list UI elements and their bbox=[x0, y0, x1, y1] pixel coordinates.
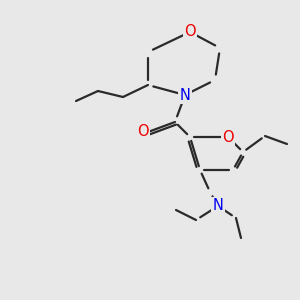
Text: O: O bbox=[222, 130, 234, 145]
Text: N: N bbox=[213, 199, 224, 214]
Text: O: O bbox=[184, 25, 196, 40]
Text: N: N bbox=[180, 88, 190, 103]
Text: O: O bbox=[137, 124, 149, 140]
